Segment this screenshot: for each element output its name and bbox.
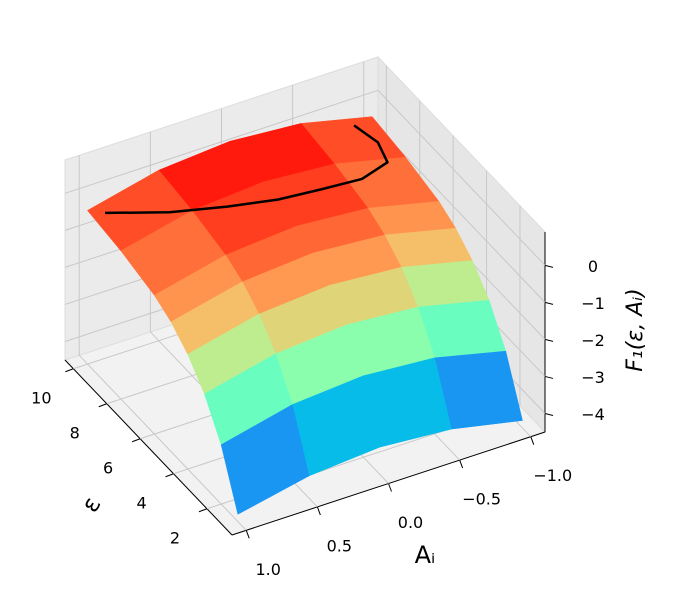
y-tick-label: 6 <box>103 458 113 477</box>
grid-line <box>78 354 247 531</box>
y-tick-label: 8 <box>70 423 80 442</box>
grid-line <box>377 127 546 303</box>
x-tick-label: −0.5 <box>462 490 501 509</box>
grid-line <box>64 89 379 194</box>
x-tick-label: 0.0 <box>398 513 423 532</box>
z-tick-label: −3 <box>581 368 605 387</box>
tick-mark <box>544 338 554 342</box>
y-tick-label: 4 <box>136 493 146 512</box>
contour-curve <box>105 124 389 215</box>
z-axis-label: F₁(ε, Aᵢ) <box>623 288 648 372</box>
x-tick-label: 1.0 <box>256 560 281 579</box>
tick-mark <box>388 483 392 492</box>
tick-mark <box>98 403 107 408</box>
y-tick-label: 2 <box>170 528 180 547</box>
z-tick-label: −1 <box>581 294 605 313</box>
tick-mark <box>544 301 554 305</box>
x-tick-label: −1.0 <box>533 466 572 485</box>
tick-mark <box>459 459 464 469</box>
grid-line <box>377 89 546 266</box>
z-tick-label: −2 <box>581 331 605 350</box>
tick-mark <box>530 436 535 445</box>
x-axis-label: Aᵢ <box>415 541 436 569</box>
surface-patch <box>220 404 310 515</box>
z-tick-label: −4 <box>581 405 605 424</box>
z-tick-label: 0 <box>588 257 598 276</box>
x-tick-label: 0.5 <box>327 536 352 555</box>
tick-mark <box>316 506 321 516</box>
tick-mark <box>544 264 554 268</box>
tick-mark <box>198 508 208 513</box>
tick-mark <box>165 473 174 478</box>
tick-mark <box>544 412 554 416</box>
tick-mark <box>131 438 141 443</box>
y-tick-label: 10 <box>31 388 51 407</box>
tick-mark <box>65 368 74 373</box>
tick-mark <box>544 375 554 379</box>
tick-mark <box>245 530 250 539</box>
y-axis-line <box>64 359 233 536</box>
